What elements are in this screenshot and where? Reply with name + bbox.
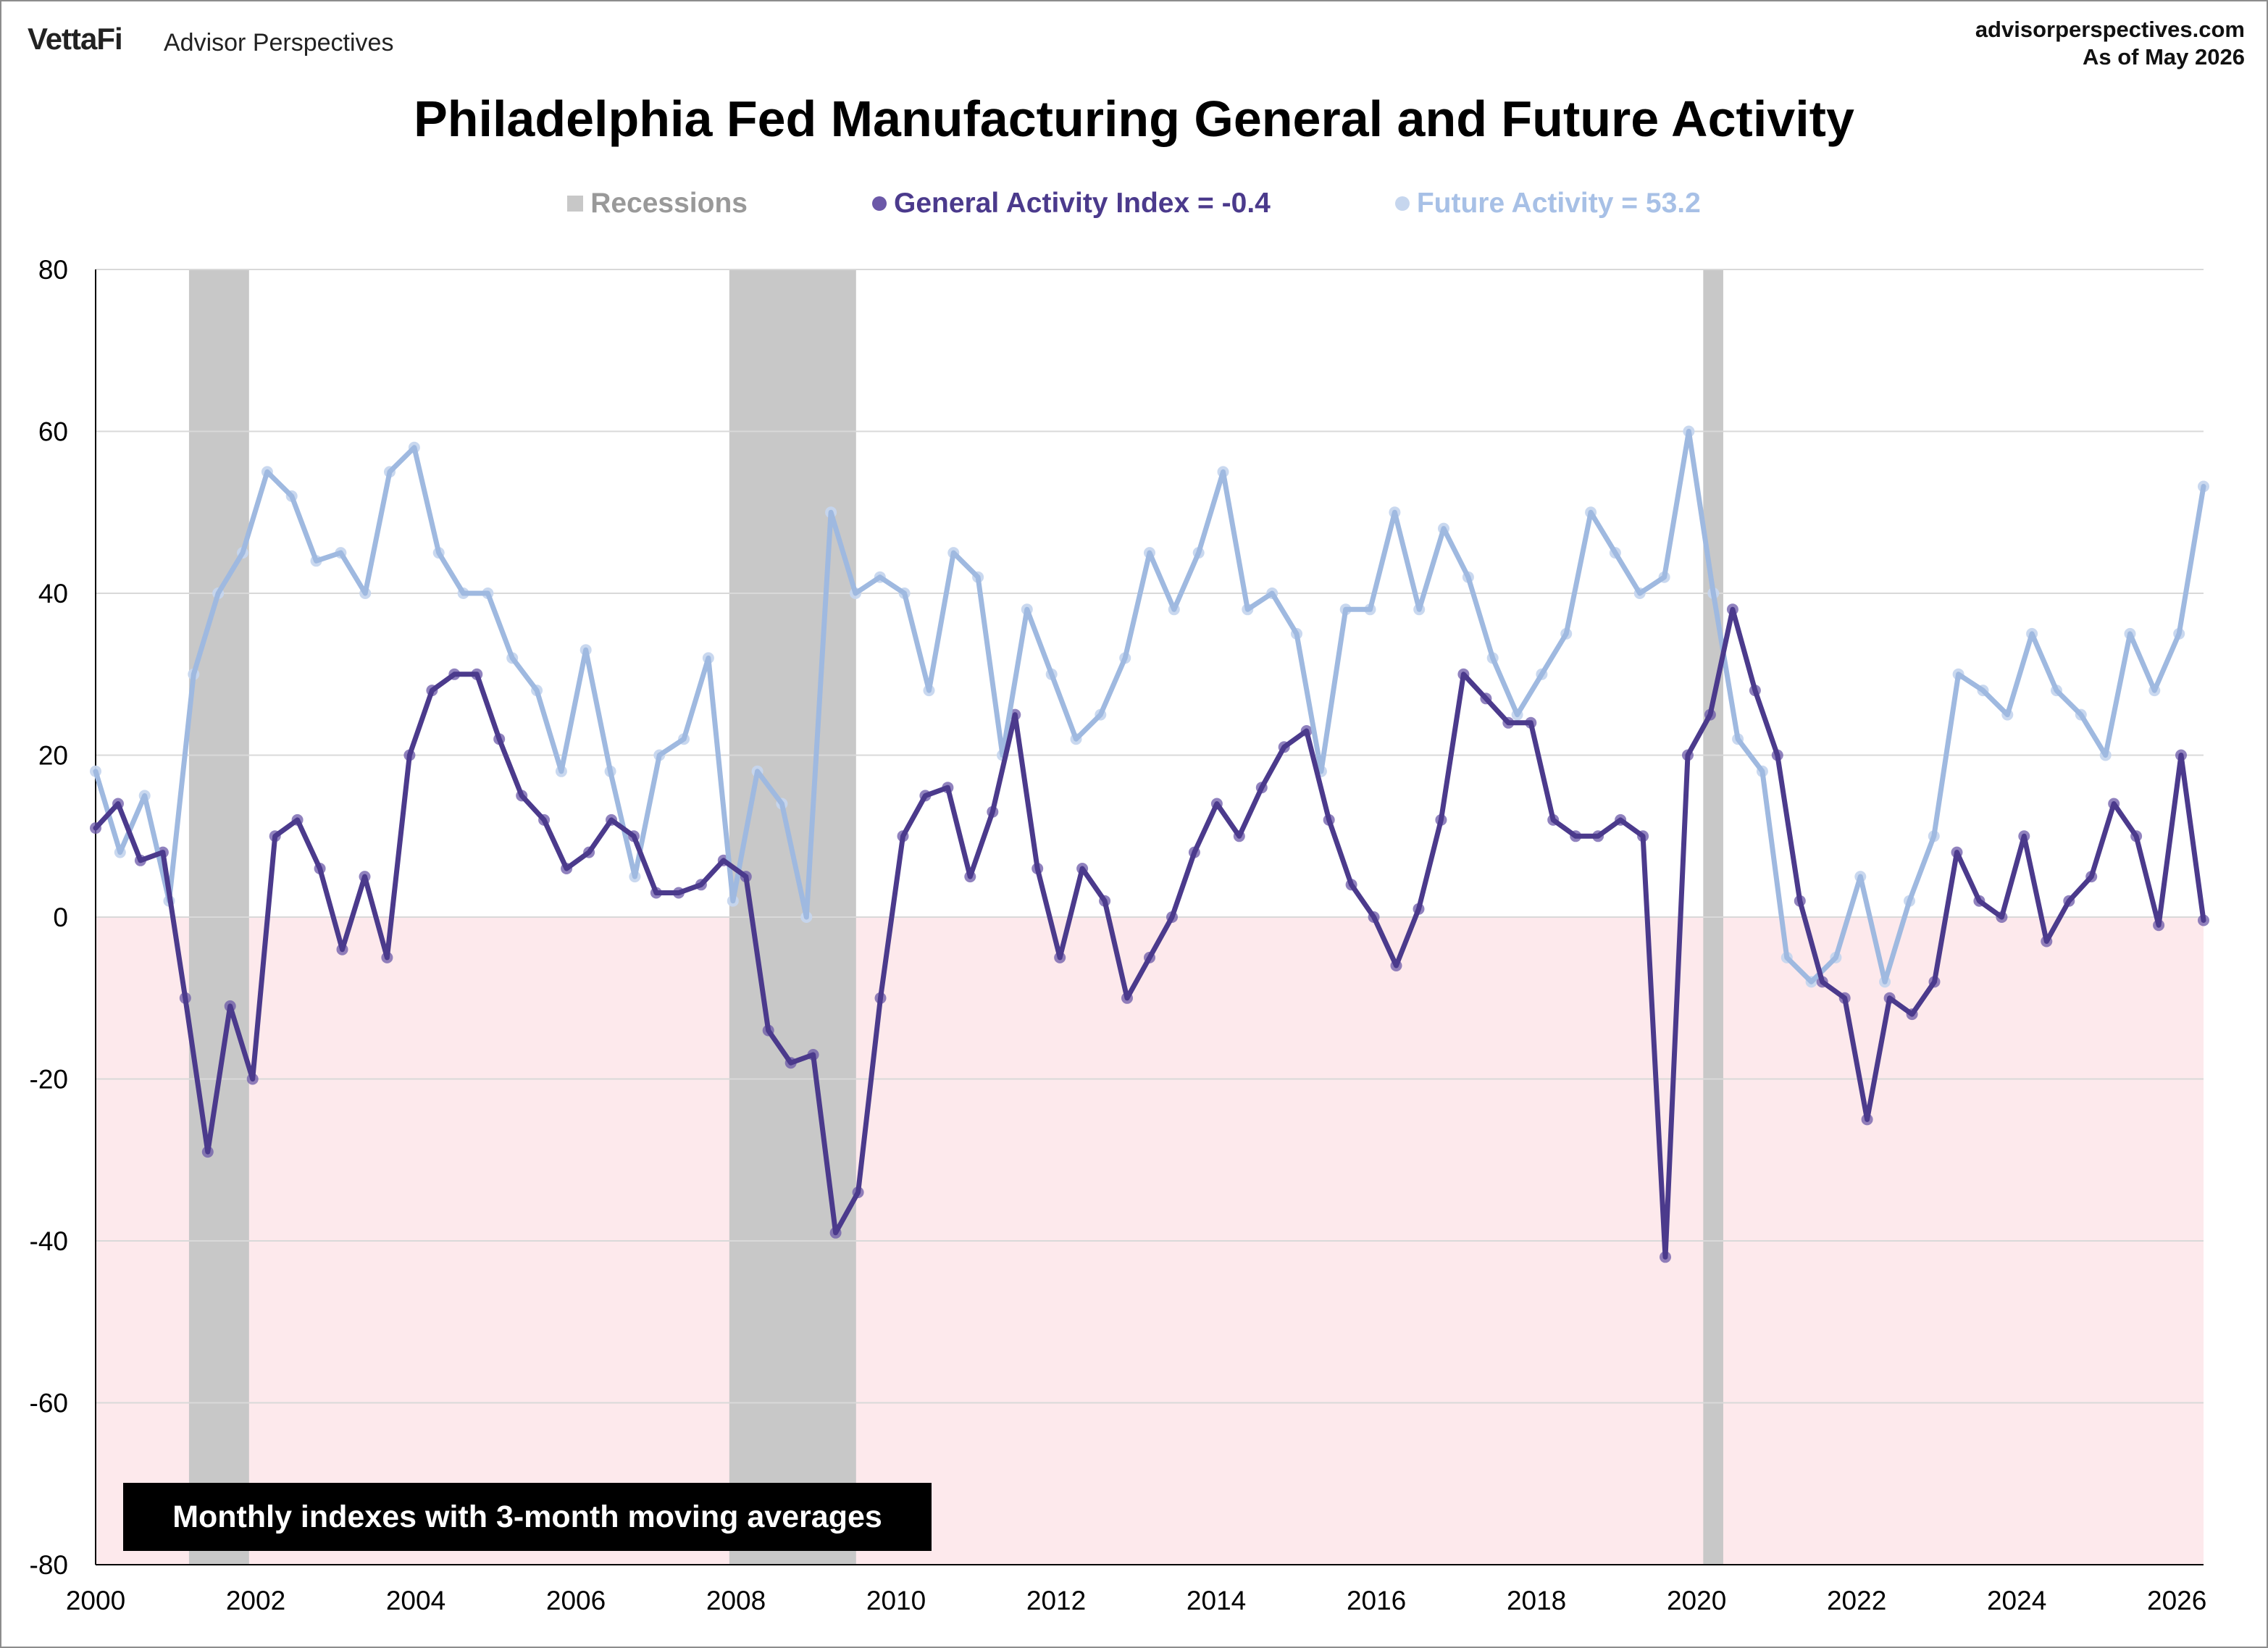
- moving-average-lines: [93, 429, 2206, 1260]
- site-url: advisorperspectives.com: [1975, 17, 2245, 42]
- x-tick-label: 2014: [1187, 1586, 1246, 1615]
- legend-future-label: Future Activity = 53.2: [1416, 188, 1701, 219]
- gridlines: [96, 269, 2204, 1404]
- chart-title: Philadelphia Fed Manufacturing General a…: [414, 91, 1854, 147]
- recession-swatch-icon: [567, 196, 584, 212]
- x-tick-label: 2002: [226, 1586, 285, 1615]
- y-tick-label: -60: [30, 1389, 68, 1418]
- x-tick-label: 2026: [2147, 1586, 2206, 1615]
- y-tick-label: 60: [38, 417, 68, 447]
- future-activity-points: [90, 425, 2209, 988]
- x-tick-label: 2020: [1667, 1586, 1726, 1615]
- x-tick-label: 2012: [1026, 1586, 1086, 1615]
- future-moving-average-line: [93, 429, 2206, 984]
- x-tick-label: 2006: [546, 1586, 606, 1615]
- x-tick-label: 2004: [386, 1586, 445, 1615]
- x-tick-label: 2000: [66, 1586, 125, 1615]
- legend: Recessions General Activity Index = -0.4…: [1, 185, 2267, 222]
- y-tick-label: -20: [30, 1065, 68, 1095]
- x-tick-label: 2018: [1507, 1586, 1566, 1615]
- axes: [95, 269, 2204, 1565]
- legend-future: Future Activity = 53.2: [1394, 188, 1701, 219]
- future-dot-icon: [1394, 196, 1410, 211]
- chart-note: Monthly indexes with 3-month moving aver…: [123, 1483, 932, 1551]
- x-tick-label: 2010: [866, 1586, 926, 1615]
- y-tick-label: -40: [30, 1226, 68, 1256]
- x-tick-label: 2016: [1347, 1586, 1406, 1615]
- x-tick-label: 2022: [1827, 1586, 1886, 1615]
- x-tick-label: 2008: [706, 1586, 766, 1615]
- x-tick-label: 2024: [1987, 1586, 2046, 1615]
- y-tick-label: 20: [38, 741, 68, 771]
- legend-general: General Activity Index = -0.4: [871, 188, 1271, 219]
- vettafi-logo: VettaFi: [28, 22, 123, 56]
- y-tick-label: 80: [38, 255, 68, 285]
- general-moving-average-line: [93, 606, 2206, 1260]
- y-tick-label: 40: [38, 579, 68, 608]
- tick-labels: -80 -60 -40 -20 0 20 40 60 80 2000 2002 2004 2006 200…: [30, 255, 2207, 1615]
- legend-general-label: General Activity Index = -0.4: [893, 188, 1271, 219]
- legend-recessions-label: Recessions: [590, 188, 748, 219]
- legend-recessions: Recessions: [567, 188, 748, 219]
- as-of-date: As of May 2026: [2083, 44, 2245, 70]
- site-info: advisorperspectives.com As of May 2026: [1975, 16, 2245, 71]
- general-dot-icon: [871, 196, 887, 211]
- brand-name: Advisor Perspectives: [164, 29, 394, 57]
- y-tick-label: 0: [53, 903, 68, 932]
- y-tick-label: -80: [30, 1550, 68, 1580]
